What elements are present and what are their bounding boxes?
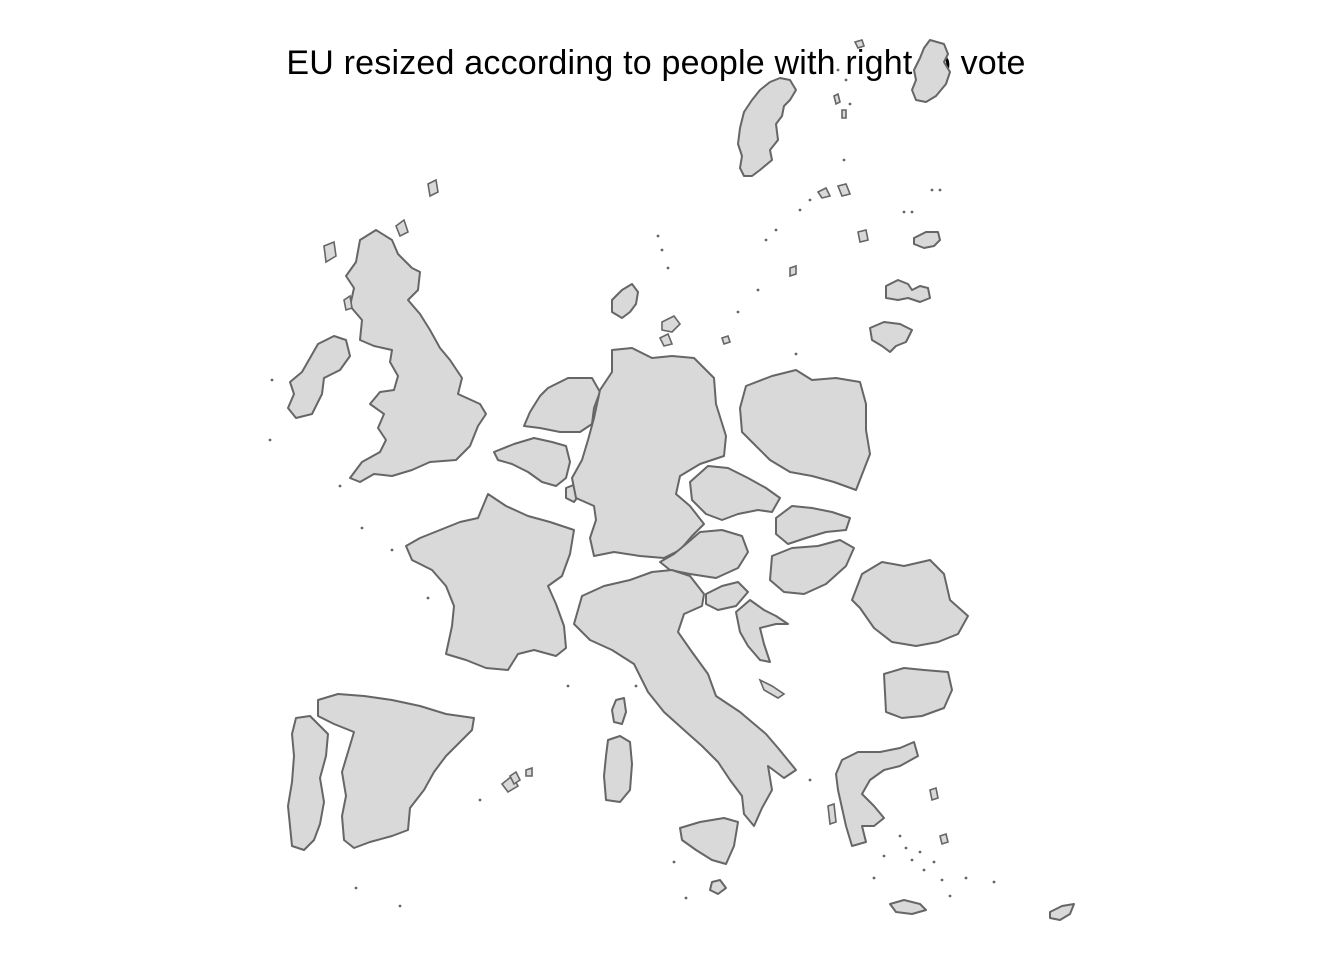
country-united-kingdom[interactable] — [345, 229, 487, 483]
country-italy[interactable] — [573, 569, 797, 827]
island-sardinia — [603, 735, 633, 803]
scattered-islets — [323, 39, 949, 846]
country-romania[interactable] — [851, 559, 969, 647]
country-lithuania[interactable] — [869, 321, 913, 353]
island-sicily — [679, 817, 739, 865]
country-belgium[interactable] — [493, 437, 571, 487]
country-denmark[interactable] — [611, 283, 639, 319]
country-malta[interactable] — [709, 879, 727, 895]
country-hungary[interactable] — [769, 539, 855, 595]
island-zealand — [661, 314, 682, 333]
country-estonia[interactable] — [913, 231, 941, 249]
country-sweden[interactable] — [737, 77, 797, 177]
country-poland[interactable] — [739, 369, 871, 491]
country-croatia[interactable] — [735, 599, 789, 663]
country-spain[interactable] — [317, 693, 475, 849]
country-france[interactable] — [405, 493, 575, 671]
map-title: EU resized according to people with righ… — [286, 44, 1026, 82]
country-austria[interactable] — [659, 529, 749, 579]
island-corsica — [611, 697, 627, 725]
tiny-islet-dots — [268, 68, 996, 908]
country-germany[interactable] — [571, 347, 727, 559]
country-greece[interactable] — [835, 741, 919, 847]
country-slovakia[interactable] — [775, 505, 851, 545]
country-cyprus[interactable] — [1049, 903, 1075, 921]
country-latvia[interactable] — [885, 279, 931, 303]
country-portugal[interactable] — [287, 715, 329, 851]
country-netherlands[interactable] — [523, 377, 601, 433]
country-slovenia[interactable] — [705, 581, 749, 611]
country-czech-republic[interactable] — [689, 465, 781, 521]
country-finland[interactable] — [911, 39, 951, 103]
country-bulgaria[interactable] — [883, 667, 953, 719]
country-ireland[interactable] — [287, 335, 351, 419]
island-crete — [889, 899, 927, 915]
